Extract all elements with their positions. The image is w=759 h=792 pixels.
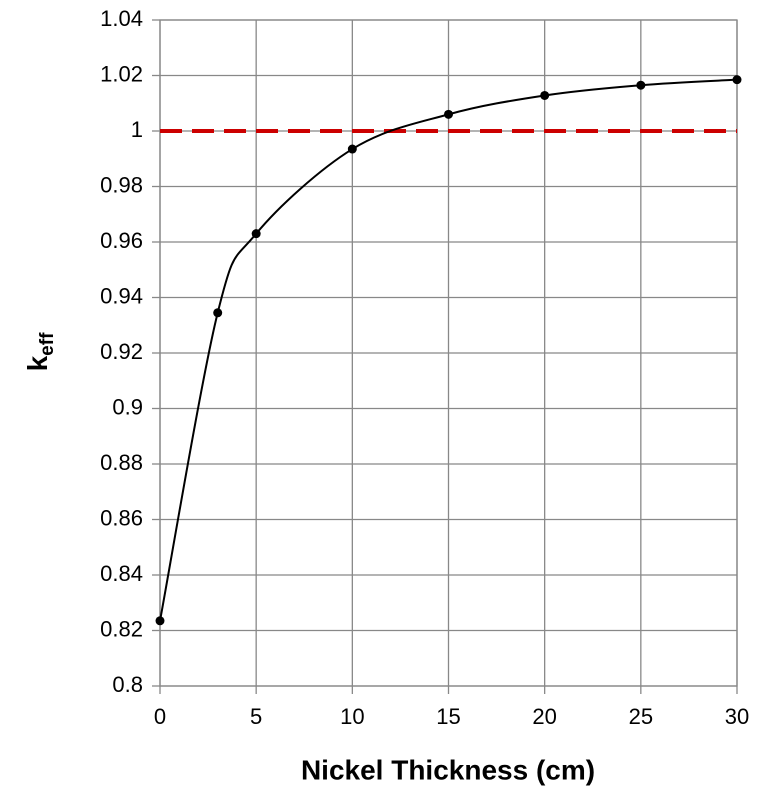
data-point (540, 90, 550, 100)
data-point (213, 308, 223, 318)
x-tick-label: 5 (250, 704, 262, 729)
y-tick-label: 0.94 (100, 283, 143, 308)
data-point (732, 75, 742, 85)
y-tick-label: 0.92 (100, 339, 143, 364)
data-point (347, 144, 357, 154)
y-axis-title-sub: eff (37, 332, 58, 356)
y-axis-title: keff (22, 332, 58, 371)
y-tick-label: 0.98 (100, 172, 143, 197)
x-tick-label: 10 (340, 704, 364, 729)
y-tick-label: 0.82 (100, 616, 143, 641)
data-point (155, 616, 165, 626)
y-tick-label: 0.88 (100, 450, 143, 475)
x-tick-label: 20 (532, 704, 556, 729)
x-tick-label: 15 (436, 704, 460, 729)
y-tick-label: 0.96 (100, 228, 143, 253)
plot-border (159, 19, 738, 687)
x-tick-label: 30 (725, 704, 749, 729)
y-tick-label: 0.84 (100, 561, 143, 586)
data-point (636, 80, 646, 90)
data-point (444, 109, 453, 119)
x-tick-label: 0 (154, 704, 166, 729)
x-tick-label: 25 (629, 704, 653, 729)
y-tick-label: 0.9 (112, 394, 143, 419)
y-tick-label: 1.04 (100, 6, 143, 31)
data-point (251, 229, 261, 239)
y-tick-label: 0.8 (112, 672, 143, 697)
x-axis-title: Nickel Thickness (cm) (301, 754, 595, 785)
y-tick-label: 1.02 (100, 61, 143, 86)
y-tick-label: 1 (131, 117, 143, 142)
y-axis-title-main: k (22, 355, 53, 371)
y-tick-label: 0.86 (100, 505, 143, 530)
